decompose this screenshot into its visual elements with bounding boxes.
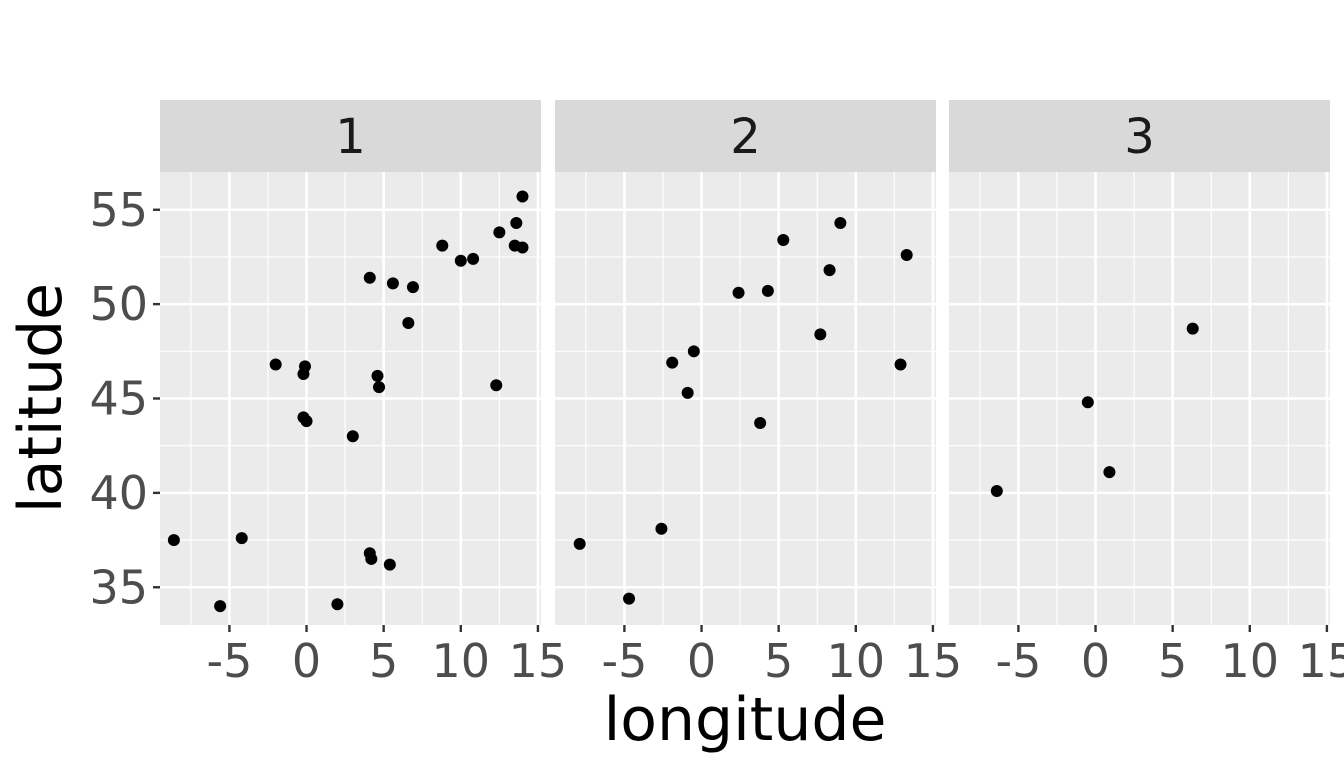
y-tick-label: 55 bbox=[89, 183, 148, 237]
x-tick-label: -5 bbox=[601, 634, 647, 688]
data-point bbox=[990, 484, 1003, 497]
data-point bbox=[1186, 322, 1199, 335]
x-tick-label: 5 bbox=[764, 634, 793, 688]
data-point bbox=[167, 534, 180, 547]
data-point bbox=[1103, 466, 1116, 479]
x-tick-label: 10 bbox=[827, 634, 886, 688]
data-point bbox=[269, 358, 282, 371]
data-point bbox=[346, 430, 359, 443]
panel-plot-area bbox=[160, 172, 541, 625]
data-point bbox=[300, 415, 313, 428]
facet-label: 2 bbox=[730, 109, 761, 165]
data-point bbox=[573, 537, 586, 550]
data-point bbox=[371, 369, 384, 382]
facet-label: 1 bbox=[335, 109, 366, 165]
data-point bbox=[1081, 396, 1094, 409]
x-tick-label: 10 bbox=[432, 634, 491, 688]
x-tick-label: 0 bbox=[687, 634, 716, 688]
data-point bbox=[732, 286, 745, 299]
panel-plot-area bbox=[555, 172, 936, 625]
data-point bbox=[516, 241, 529, 254]
data-point bbox=[900, 249, 913, 262]
panel-2: 2 -5 0 5 10 15 bbox=[555, 100, 962, 688]
panels: 1-5 0 5 10 152-5 0 5 10 153-5 0 5 10 15 bbox=[160, 100, 1344, 688]
data-point bbox=[666, 356, 679, 369]
data-point bbox=[406, 281, 419, 294]
y-axis-title: latitude bbox=[6, 283, 76, 513]
x-axis-title: longitude bbox=[604, 685, 887, 755]
data-point bbox=[454, 254, 467, 267]
data-point bbox=[761, 284, 774, 297]
x-tick-label: 10 bbox=[1221, 634, 1280, 688]
data-point bbox=[623, 592, 636, 605]
y-tick-label: 35 bbox=[89, 560, 148, 614]
facet-strip bbox=[160, 100, 541, 172]
data-point bbox=[823, 264, 836, 277]
data-point bbox=[516, 190, 529, 203]
y-axis: 35 40 45 50 55 bbox=[89, 183, 160, 614]
data-point bbox=[681, 386, 694, 399]
data-point bbox=[655, 522, 668, 535]
x-tick-label: -5 bbox=[995, 634, 1041, 688]
data-point bbox=[402, 317, 415, 329]
x-tick-label: 0 bbox=[292, 634, 321, 688]
data-point bbox=[331, 598, 344, 611]
data-point bbox=[777, 233, 790, 246]
data-point bbox=[490, 379, 503, 392]
data-point bbox=[363, 271, 376, 284]
data-point bbox=[510, 216, 523, 229]
data-point bbox=[834, 216, 847, 229]
data-point bbox=[894, 358, 907, 371]
facet-strip bbox=[949, 100, 1330, 172]
data-point bbox=[235, 532, 248, 545]
y-tick-label: 50 bbox=[89, 277, 148, 331]
panel-plot-area bbox=[949, 172, 1330, 625]
data-point bbox=[754, 417, 767, 430]
data-point bbox=[493, 226, 506, 239]
y-tick-label: 45 bbox=[89, 372, 148, 426]
data-point bbox=[687, 345, 700, 358]
data-point bbox=[214, 600, 227, 613]
x-tick-label: 5 bbox=[369, 634, 398, 688]
data-point bbox=[373, 381, 386, 394]
x-tick-label: 5 bbox=[1158, 634, 1187, 688]
facet-strip bbox=[555, 100, 936, 172]
data-point bbox=[386, 277, 399, 290]
data-point bbox=[436, 239, 449, 252]
x-tick-label: -5 bbox=[206, 634, 252, 688]
data-point bbox=[467, 252, 480, 265]
panel-1: 1 -5 0 5 10 15 bbox=[160, 100, 567, 688]
facet-label: 3 bbox=[1124, 109, 1155, 165]
x-tick-label: 15 bbox=[509, 634, 568, 688]
data-point bbox=[814, 328, 827, 341]
data-point bbox=[383, 558, 396, 571]
x-tick-label: 15 bbox=[1298, 634, 1344, 688]
y-tick-label: 40 bbox=[89, 466, 148, 520]
data-point bbox=[297, 367, 310, 380]
x-tick-label: 15 bbox=[904, 634, 963, 688]
panel-3: 3 -5 0 5 10 15 bbox=[949, 100, 1344, 688]
x-tick-label: 0 bbox=[1081, 634, 1110, 688]
data-point bbox=[365, 552, 378, 565]
